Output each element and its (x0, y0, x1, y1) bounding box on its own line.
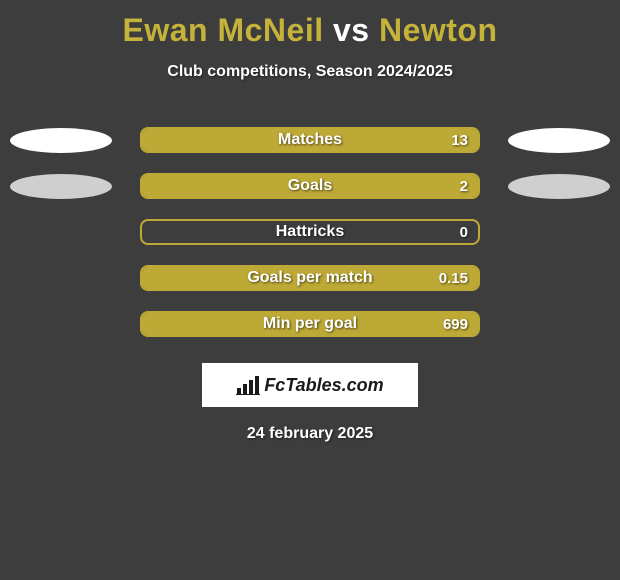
stat-bar: Matches13 (140, 127, 480, 153)
logo-text: FcTables.com (264, 375, 383, 396)
stat-bar: Goals per match0.15 (140, 265, 480, 291)
stat-value: 0 (460, 221, 468, 243)
title-player1: Ewan McNeil (122, 12, 323, 48)
stat-value: 13 (451, 129, 468, 151)
stat-label: Hattricks (142, 221, 478, 243)
player-marker-left (10, 174, 112, 199)
stat-label: Goals per match (142, 267, 478, 289)
stat-bar: Min per goal699 (140, 311, 480, 337)
stat-value: 699 (443, 313, 468, 335)
player-marker-right (508, 174, 610, 199)
stats-infographic: Ewan McNeil vs Newton Club competitions,… (0, 0, 620, 443)
title-player2: Newton (379, 12, 498, 48)
date-text: 24 february 2025 (247, 425, 373, 443)
logo-box[interactable]: FcTables.com (202, 363, 418, 407)
stat-label: Min per goal (142, 313, 478, 335)
page-title: Ewan McNeil vs Newton (122, 12, 497, 49)
stat-row: Matches13 (0, 127, 620, 153)
player-marker-left (10, 128, 112, 153)
subtitle: Club competitions, Season 2024/2025 (167, 63, 452, 81)
stat-label: Matches (142, 129, 478, 151)
stat-value: 2 (460, 175, 468, 197)
bar-chart-icon (236, 375, 260, 395)
stat-row: Goals per match0.15 (0, 265, 620, 291)
stat-bar: Hattricks0 (140, 219, 480, 245)
player-marker-right (508, 128, 610, 153)
stat-label: Goals (142, 175, 478, 197)
stat-bar: Goals2 (140, 173, 480, 199)
title-vs: vs (333, 12, 370, 48)
stat-value: 0.15 (439, 267, 468, 289)
stat-row: Min per goal699 (0, 311, 620, 337)
stat-row: Goals2 (0, 173, 620, 199)
stat-row: Hattricks0 (0, 219, 620, 245)
stats-area: Matches13 Goals2 Hattricks0 Goals per match… (0, 127, 620, 357)
